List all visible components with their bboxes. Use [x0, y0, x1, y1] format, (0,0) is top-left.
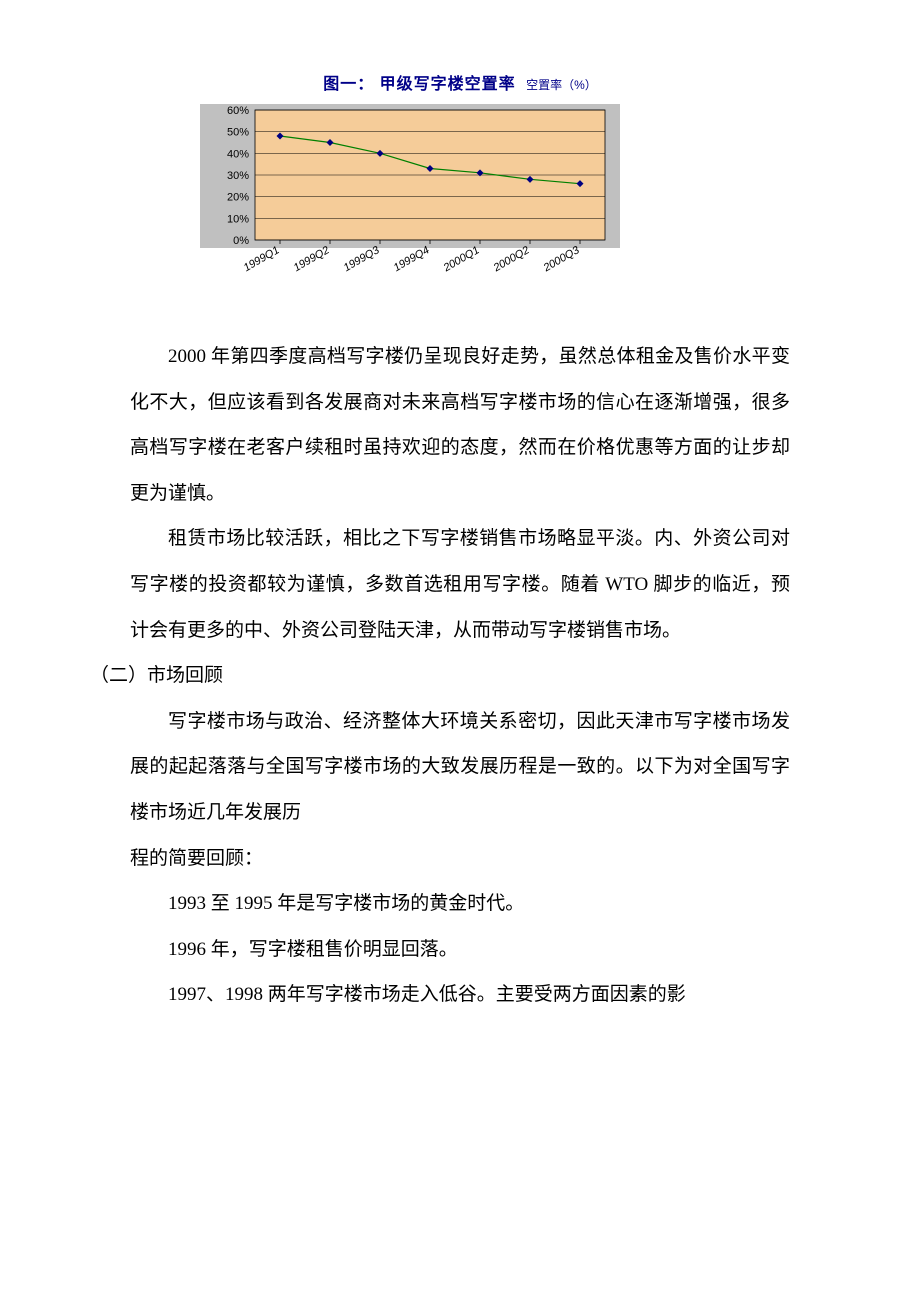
svg-text:10%: 10% — [227, 213, 249, 225]
paragraph-4: 1993 至 1995 年是写字楼市场的黄金时代。 — [130, 881, 790, 927]
svg-text:1999Q2: 1999Q2 — [292, 244, 332, 274]
svg-text:30%: 30% — [227, 170, 249, 182]
svg-text:60%: 60% — [227, 105, 249, 117]
svg-text:2000Q3: 2000Q3 — [541, 244, 583, 275]
paragraph-2: 租赁市场比较活跃，相比之下写字楼销售市场略显平淡。内、外资公司对写字楼的投资都较… — [130, 516, 790, 653]
chart-title-row: 图一： 甲级写字楼空置率 空置率（%） — [130, 70, 790, 94]
svg-text:20%: 20% — [227, 192, 249, 204]
svg-text:2000Q1: 2000Q1 — [441, 244, 482, 274]
svg-text:2000Q2: 2000Q2 — [491, 244, 532, 274]
svg-text:1999Q4: 1999Q4 — [392, 244, 432, 274]
section-heading-2: （二）市场回顾 — [90, 653, 790, 699]
svg-text:1999Q3: 1999Q3 — [342, 244, 383, 274]
chart-title-sub: 空置率（%） — [526, 78, 597, 92]
svg-text:40%: 40% — [227, 148, 249, 160]
paragraph-6: 1997、1998 两年写字楼市场走入低谷。主要受两方面因素的影 — [130, 972, 790, 1018]
paragraph-5: 1996 年，写字楼租售价明显回落。 — [130, 927, 790, 973]
chart-title-main: 图一： 甲级写字楼空置率 — [323, 76, 515, 93]
paragraph-3b: 程的简要回顾： — [130, 836, 790, 882]
chart-svg: 0% 10% 20% 30% 40% 50% 60% 1999Q1 1999Q2 1999Q3 19… — [200, 104, 620, 304]
svg-text:0%: 0% — [233, 235, 249, 247]
svg-text:1999Q1: 1999Q1 — [242, 244, 282, 274]
vacancy-chart: 0% 10% 20% 30% 40% 50% 60% 1999Q1 1999Q2 1999Q3 19… — [200, 104, 620, 304]
paragraph-1: 2000 年第四季度高档写字楼仍呈现良好走势，虽然总体租金及售价水平变化不大，但… — [130, 334, 790, 516]
paragraph-3: 写字楼市场与政治、经济整体大环境关系密切，因此天津市写字楼市场发展的起起落落与全… — [130, 699, 790, 836]
svg-text:50%: 50% — [227, 127, 249, 139]
body-text: 2000 年第四季度高档写字楼仍呈现良好走势，虽然总体租金及售价水平变化不大，但… — [130, 334, 790, 1018]
document-page: 图一： 甲级写字楼空置率 空置率（%） 0% 10% 20% 30% 40% 50% 60%… — [0, 0, 920, 1078]
